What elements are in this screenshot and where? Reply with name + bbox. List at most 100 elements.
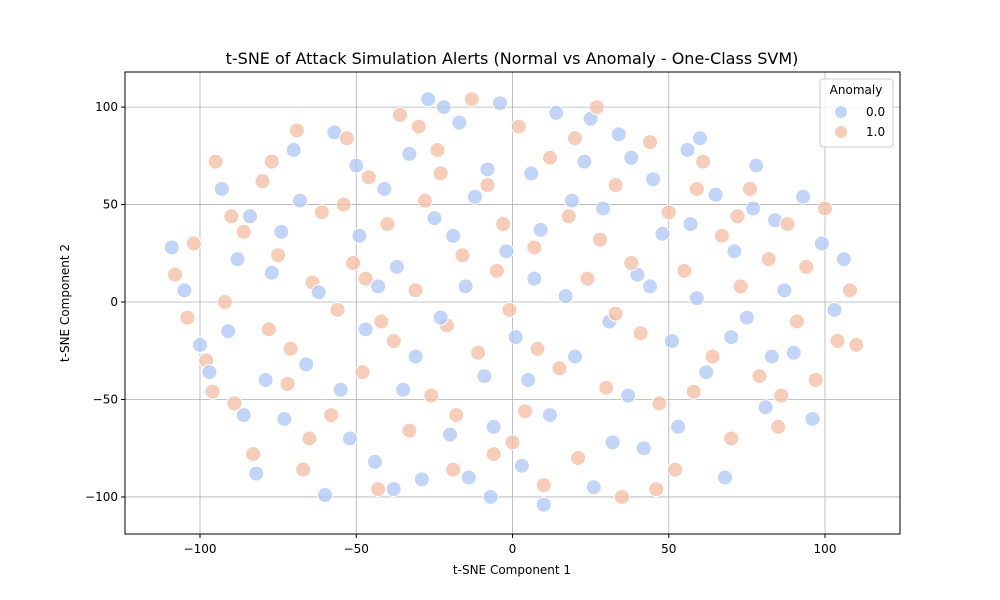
scatter-point-anomaly-normal (595, 200, 612, 217)
scatter-point-anomaly-normal (523, 165, 540, 182)
scatter-point-anomaly-anomalous (445, 461, 462, 478)
scatter-point-anomaly-anomalous (788, 313, 805, 330)
scatter-point-anomaly-normal (351, 227, 368, 244)
scatter-point-anomaly-normal (457, 278, 474, 295)
scatter-point-anomaly-anomalous (323, 407, 340, 424)
scatter-point-anomaly-normal (688, 290, 705, 307)
scatter-point-anomaly-anomalous (179, 309, 196, 326)
scatter-point-anomaly-anomalous (392, 106, 408, 123)
scatter-point-anomaly-anomalous (282, 340, 299, 357)
scatter-point-anomaly-anomalous (579, 270, 596, 287)
scatter-point-anomaly-normal (332, 381, 349, 398)
scatter-point-anomaly-normal (557, 288, 574, 305)
scatter-point-anomaly-anomalous (401, 422, 418, 439)
scatter-point-anomaly-anomalous (667, 461, 683, 478)
scatter-point-anomaly-anomalous (485, 446, 502, 463)
scatter-point-anomaly-anomalous (567, 130, 583, 147)
scatter-point-anomaly-normal (426, 210, 443, 227)
scatter-point-anomaly-anomalous (651, 395, 668, 412)
scatter-point-anomaly-anomalous (742, 180, 758, 197)
y-tick-label: 100 (95, 100, 118, 114)
scatter-point-anomaly-anomalous (301, 430, 318, 447)
scatter-point-anomaly-normal (317, 487, 333, 504)
scatter-point-anomaly-normal (576, 153, 593, 170)
scatter-point-anomaly-anomalous (470, 344, 487, 361)
scatter-point-anomaly-anomalous (260, 321, 277, 338)
scatter-point-anomaly-normal (285, 141, 302, 158)
scatter-point-anomaly-normal (292, 192, 308, 209)
x-axis-ticks: −100 −50 0 50 100 (184, 534, 836, 556)
scatter-point-anomaly-normal (498, 243, 515, 260)
scatter-point-anomaly-anomalous (598, 379, 615, 396)
scatter-point-anomaly-anomalous (345, 255, 362, 272)
scatter-point-anomaly-anomalous (642, 134, 658, 151)
scatter-point-anomaly-anomalous (429, 141, 446, 158)
scatter-point-anomaly-anomalous (226, 395, 243, 412)
x-tick-label: −100 (184, 542, 217, 556)
scatter-point-anomaly-anomalous (751, 368, 768, 385)
scatter-point-anomaly-normal (276, 410, 293, 427)
scatter-point-anomaly-anomalous (510, 118, 527, 135)
scatter-point-anomaly-normal (642, 278, 658, 295)
scatter-point-anomaly-normal (357, 321, 374, 338)
scatter-point-anomaly-normal (213, 180, 230, 197)
scatter-point-anomaly-normal (376, 180, 393, 197)
scatter-point-anomaly-normal (257, 372, 274, 388)
scatter-point-anomaly-anomalous (551, 360, 568, 377)
scatter-point-anomaly-normal (273, 223, 290, 240)
scatter-point-anomaly-anomalous (373, 313, 390, 330)
scatter-point-anomaly-normal (585, 479, 602, 496)
scatter-point-anomaly-normal (192, 336, 208, 353)
scatter-point-anomaly-anomalous (335, 196, 352, 213)
scatter-point-anomaly-normal (201, 364, 218, 381)
scatter-point-anomaly-anomalous (379, 216, 396, 233)
scatter-point-anomaly-anomalous (385, 333, 402, 350)
scatter-point-anomaly-anomalous (410, 118, 427, 135)
scatter-point-anomaly-anomalous (463, 91, 480, 108)
scatter-point-anomaly-anomalous (295, 461, 312, 478)
scatter-point-anomaly-anomalous (723, 430, 740, 447)
scatter-point-anomaly-normal (485, 418, 502, 435)
scatter-point-anomaly-anomalous (338, 130, 355, 147)
scatter-point-anomaly-normal (785, 344, 802, 361)
scatter-point-anomaly-anomalous (817, 200, 833, 217)
scatter-point-anomaly-normal (520, 372, 537, 388)
scatter-point-anomaly-anomalous (607, 177, 624, 194)
scatter-point-anomaly-normal (298, 356, 315, 373)
scatter-point-anomaly-normal (795, 188, 812, 205)
scatter-point-anomaly-normal (563, 192, 580, 209)
scatter-point-anomaly-anomalous (360, 169, 377, 186)
scatter-point-anomaly-anomalous (829, 333, 846, 350)
scatter-point-anomaly-normal (826, 301, 843, 318)
scatter-point-anomaly-anomalous (713, 227, 730, 244)
y-axis-ticks: −100 −50 0 50 100 (85, 100, 125, 504)
scatter-point-anomaly-normal (698, 364, 715, 381)
scatter-point-anomaly-normal (548, 104, 565, 121)
scatter-point-anomaly-anomalous (607, 305, 624, 322)
scatter-point-anomaly-normal (757, 399, 774, 416)
scatter-point-anomaly-normal (492, 95, 508, 112)
scatter-point-anomaly-normal (623, 149, 640, 166)
legend-marker-1 (834, 125, 848, 139)
scatter-point-anomaly-anomalous (526, 239, 543, 256)
scatter-point-anomaly-normal (310, 284, 327, 301)
scatter-point-anomaly-normal (804, 410, 821, 427)
scatter-point-anomaly-anomalous (504, 434, 521, 451)
scatter-point-anomaly-anomalous (254, 173, 271, 190)
scatter-point-anomaly-anomalous (185, 235, 202, 252)
scatter-point-anomaly-anomalous (288, 122, 305, 139)
scatter-point-anomaly-normal (679, 141, 696, 158)
scatter-point-anomaly-anomalous (798, 258, 815, 275)
scatter-point-anomaly-anomalous (732, 278, 749, 295)
scatter-point-anomaly-normal (370, 278, 387, 295)
scatter-point-anomaly-normal (738, 309, 755, 326)
scatter-point-anomaly-normal (479, 161, 496, 178)
scatter-point-anomaly-anomalous (245, 446, 262, 463)
scatter-point-anomaly-normal (654, 225, 671, 242)
scatter-point-anomaly-anomalous (370, 481, 387, 498)
scatter-point-anomaly-anomalous (517, 403, 533, 420)
scatter-point-anomaly-normal (813, 235, 830, 252)
scatter-point-anomaly-anomalous (773, 387, 790, 404)
scatter-point-anomaly-normal (451, 114, 468, 131)
scatter-point-anomaly-anomalous (279, 375, 296, 392)
